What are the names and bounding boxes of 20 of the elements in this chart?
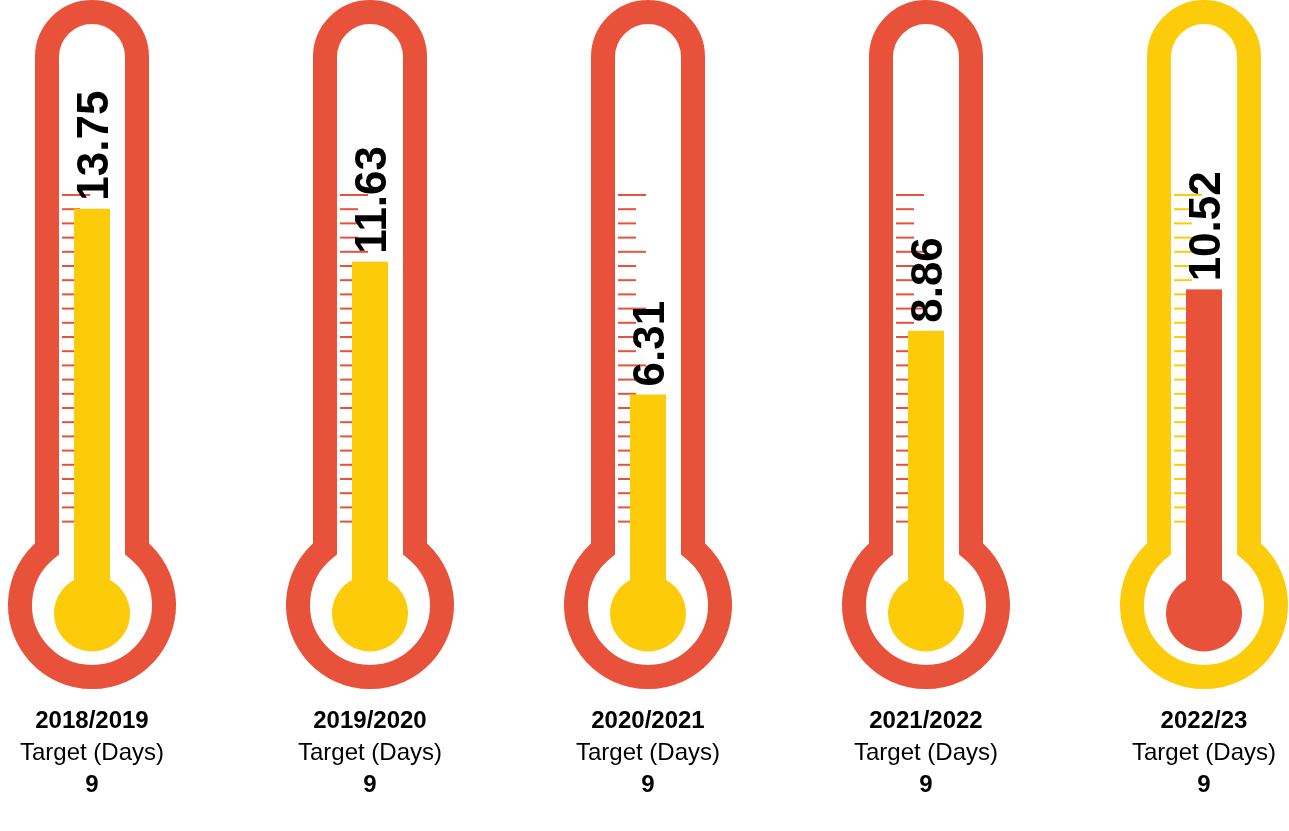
- data-label: 11.63: [346, 145, 395, 254]
- x-tick-label: 2018/2019: [35, 706, 149, 733]
- text: Target (Days): [19, 738, 165, 765]
- data-label: 10.52: [1180, 171, 1229, 282]
- text: Target (Days): [1131, 738, 1277, 765]
- text: Target (Days): [853, 738, 999, 765]
- data-label: 13.75: [68, 90, 117, 201]
- text: 9: [85, 770, 99, 797]
- text: Target (Days): [575, 738, 721, 765]
- text: 9: [363, 770, 377, 797]
- x-tick-label: 2019/2020: [313, 706, 427, 733]
- text: 9: [919, 770, 933, 797]
- text: Target (Days): [297, 738, 443, 765]
- x-tick-label: 2021/2022: [869, 706, 983, 733]
- data-label: 8.86: [902, 237, 951, 323]
- x-tick-label: 2022/23: [1160, 706, 1248, 733]
- data-label: 6.31: [624, 300, 673, 387]
- text: 9: [1197, 770, 1211, 797]
- x-tick-label: 2020/2021: [591, 706, 705, 733]
- text: 9: [641, 770, 655, 797]
